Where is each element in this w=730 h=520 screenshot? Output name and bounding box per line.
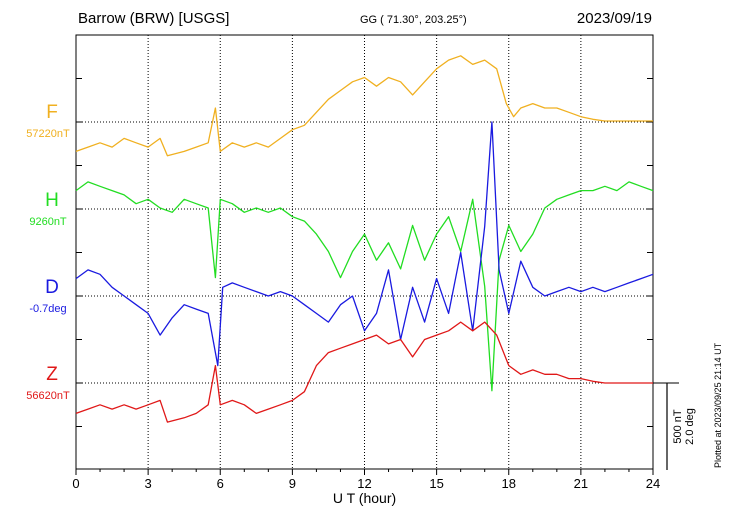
station-title: Barrow (BRW) [USGS] <box>78 10 230 27</box>
x-tick-label: 3 <box>145 476 152 491</box>
series-line-h <box>75 181 654 392</box>
scale-deg-label: 2.0 deg <box>684 408 696 445</box>
x-tick-label: 6 <box>217 476 224 491</box>
series-baseline-f: 57220nT <box>26 128 70 140</box>
x-tick-label: 9 <box>289 476 296 491</box>
series-name-z: Z <box>46 364 58 385</box>
series-baseline-z: 56620nT <box>26 390 70 402</box>
x-axis-label: U T (hour) <box>333 490 396 506</box>
x-tick-label: 12 <box>357 476 371 491</box>
series-baseline-d: -0.7deg <box>29 303 66 315</box>
date-label: 2023/09/19 <box>576 10 652 27</box>
x-tick-label: 18 <box>502 476 516 491</box>
scale-nt-label: 500 nT <box>672 409 684 444</box>
x-tick-label: 21 <box>574 476 588 491</box>
series-name-d: D <box>45 277 59 298</box>
series-line-z <box>75 321 653 423</box>
series-line-f <box>75 55 653 157</box>
coordinates-label: GG ( 71.30°, 203.25°) <box>360 14 467 26</box>
plotted-timestamp: Plotted at 2023/09/25 21:14 UT <box>713 342 723 468</box>
scale-labels: 500 nT 2.0 deg <box>672 408 696 445</box>
x-tick-label: 0 <box>72 476 79 491</box>
series-name-f: F <box>46 102 58 123</box>
x-tick-label: 24 <box>646 476 660 491</box>
series-baseline-h: 9260nT <box>29 216 67 228</box>
series-name-h: H <box>45 190 59 211</box>
x-tick-label: 15 <box>429 476 443 491</box>
series-line-d <box>75 121 654 367</box>
